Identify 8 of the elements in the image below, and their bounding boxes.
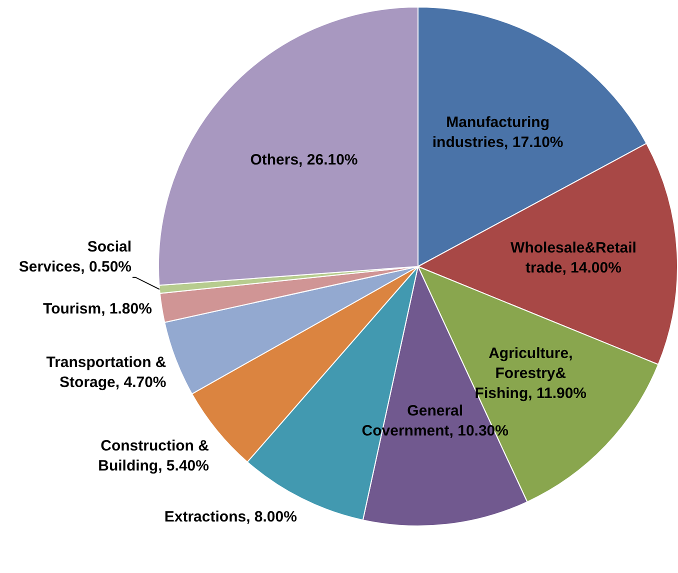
- slice-label: Tourism, 1.80%: [43, 300, 152, 318]
- slice-label: Construction & Building, 5.40%: [98, 438, 210, 475]
- slice-label: Manufacturing industries, 17.10%: [432, 114, 564, 151]
- slice-label: Transportation & Storage, 4.70%: [46, 354, 166, 391]
- slice-label: Others, 26.10%: [250, 152, 358, 169]
- slice-label: Extractions, 8.00%: [164, 508, 297, 526]
- slice-label: Wholesale&Retail trade, 14.00%: [510, 239, 636, 276]
- slice-label: Social Services, 0.50%: [18, 238, 132, 276]
